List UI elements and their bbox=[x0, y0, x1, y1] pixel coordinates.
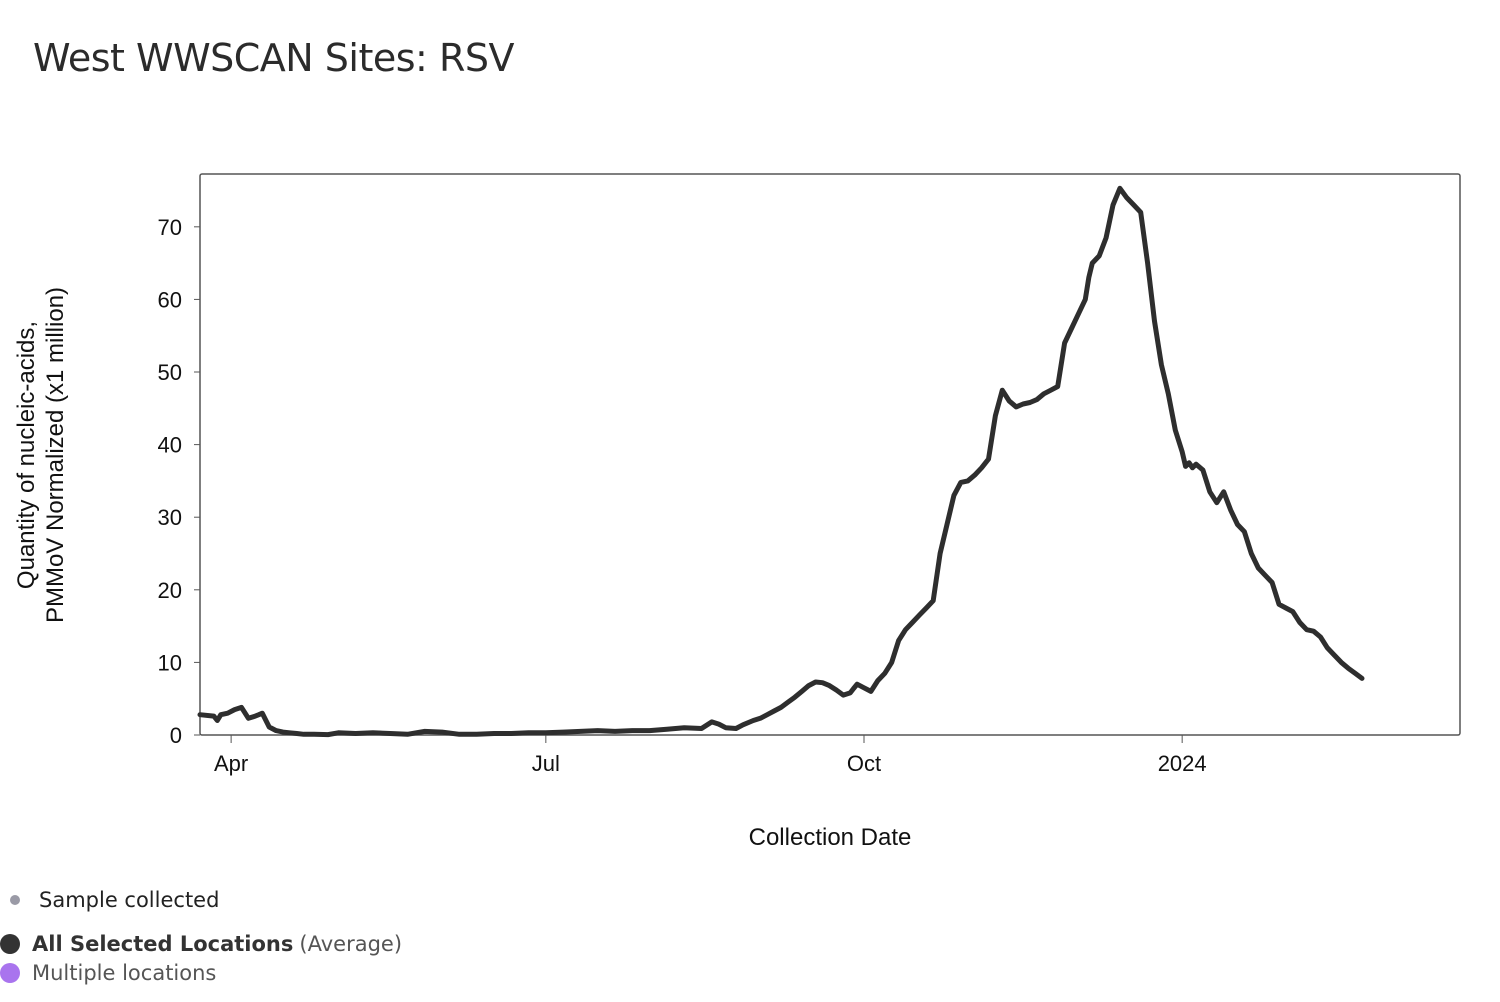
legend-average-suffix: (Average) bbox=[299, 932, 403, 956]
series-line-all-selected-locations[interactable] bbox=[197, 185, 1365, 738]
y-axis-label-line-2: PMMoV Normalized (x1 million) bbox=[42, 287, 69, 623]
x-tick-label: 2024 bbox=[1158, 751, 1207, 776]
y-axis-label: Quantity of nucleic-acids, PMMoV Normali… bbox=[13, 287, 69, 623]
sample-dot-icon bbox=[10, 895, 20, 905]
chart-title: West WWSCAN Sites: RSV bbox=[33, 36, 514, 80]
x-axis-label: Collection Date bbox=[749, 824, 912, 851]
legend-item-average[interactable]: All Selected Locations (Average) bbox=[0, 932, 402, 956]
y-tick-label: 10 bbox=[158, 650, 182, 675]
y-tick-label: 20 bbox=[158, 578, 182, 603]
y-tick-label: 60 bbox=[158, 287, 182, 312]
x-tick-label: Jul bbox=[532, 751, 560, 776]
legend-item-sample[interactable]: Sample collected bbox=[10, 888, 219, 912]
y-tick-label: 70 bbox=[158, 215, 182, 240]
legend-sample-label: Sample collected bbox=[39, 888, 220, 912]
y-axis: 0 10 20 30 40 50 60 70 bbox=[158, 215, 200, 748]
y-tick-label: 30 bbox=[158, 505, 182, 530]
y-axis-label-line-1: Quantity of nucleic-acids, bbox=[13, 321, 40, 589]
legend-multiple-label: Multiple locations bbox=[32, 961, 217, 985]
y-tick-label: 0 bbox=[170, 723, 182, 748]
multiple-locations-dot-icon bbox=[0, 963, 20, 983]
x-axis: Apr Jul Oct 2024 bbox=[214, 735, 1207, 776]
y-tick-label: 40 bbox=[158, 433, 182, 458]
y-tick-label: 50 bbox=[158, 360, 182, 385]
legend-item-multiple[interactable]: Multiple locations bbox=[0, 961, 216, 985]
x-tick-label: Oct bbox=[847, 751, 881, 776]
plot-area-frame bbox=[199, 173, 1461, 736]
x-tick-label: Apr bbox=[214, 751, 248, 776]
chart[interactable]: 0 10 20 30 40 50 60 70 Apr Jul Oct 2024 Collection… bbox=[0, 0, 1500, 860]
legend-average-label: All Selected Locations bbox=[32, 932, 294, 956]
average-dot-icon bbox=[0, 934, 20, 954]
